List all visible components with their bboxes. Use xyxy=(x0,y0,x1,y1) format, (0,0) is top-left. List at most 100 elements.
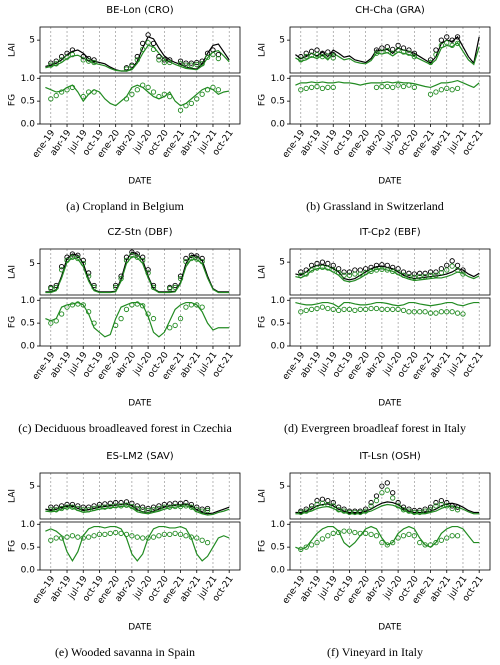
data-point xyxy=(352,307,358,313)
data-point xyxy=(357,509,363,516)
data-point xyxy=(156,533,162,539)
data-point xyxy=(460,267,466,273)
axes-frame xyxy=(289,521,491,571)
axes-frame xyxy=(39,26,241,74)
data-point xyxy=(390,539,396,546)
y-tick-label: 5 xyxy=(29,259,35,269)
data-point xyxy=(298,272,304,278)
data-point xyxy=(188,62,195,68)
data-point xyxy=(113,282,119,289)
axes-frame xyxy=(289,75,491,125)
data-point xyxy=(161,504,167,510)
data-point xyxy=(96,504,103,510)
data-point xyxy=(80,504,86,510)
plot-area xyxy=(295,258,480,283)
plot-area xyxy=(295,34,480,66)
data-point xyxy=(172,284,178,291)
data-point xyxy=(395,82,401,88)
data-point xyxy=(303,267,309,273)
plot-area xyxy=(45,301,230,338)
series-line xyxy=(295,35,480,65)
x-axis-label: DATE xyxy=(378,623,402,633)
data-point xyxy=(134,534,140,540)
data-point xyxy=(53,284,59,291)
axes-frame xyxy=(39,248,241,296)
data-point xyxy=(314,539,320,546)
data-point xyxy=(118,315,124,322)
data-point xyxy=(314,497,320,504)
data-point xyxy=(400,307,407,313)
plot-area xyxy=(45,82,230,113)
y-axis-label: LAI xyxy=(8,43,18,57)
data-point xyxy=(53,58,59,64)
data-point xyxy=(140,257,146,263)
y-tick-label: 0.5 xyxy=(21,319,35,329)
data-point xyxy=(438,537,445,543)
data-point xyxy=(411,274,417,280)
data-point xyxy=(325,305,331,312)
data-point xyxy=(303,506,309,512)
data-point xyxy=(422,506,428,512)
data-point xyxy=(188,302,195,308)
data-point xyxy=(123,306,130,313)
data-point xyxy=(444,267,450,273)
data-point xyxy=(75,252,81,258)
series-line xyxy=(45,44,230,72)
data-point xyxy=(330,306,336,313)
data-point xyxy=(53,507,59,513)
data-point xyxy=(335,507,342,513)
data-point xyxy=(91,89,97,95)
data-point xyxy=(91,503,97,509)
data-point xyxy=(449,37,455,43)
data-point xyxy=(438,266,445,272)
series-line xyxy=(45,301,230,338)
data-point xyxy=(352,271,358,277)
data-point xyxy=(80,53,86,60)
data-point xyxy=(91,57,97,63)
data-point xyxy=(199,58,205,64)
data-point xyxy=(314,305,320,312)
data-point xyxy=(449,258,455,264)
data-point xyxy=(303,307,309,313)
data-point xyxy=(438,497,445,504)
data-point xyxy=(172,322,178,329)
data-point xyxy=(330,503,336,509)
axes-frame xyxy=(39,472,241,520)
data-point xyxy=(319,264,326,271)
data-point xyxy=(118,499,124,506)
data-point xyxy=(140,507,146,513)
data-point xyxy=(183,60,189,66)
data-point xyxy=(406,508,412,514)
data-point xyxy=(188,252,195,258)
data-point xyxy=(395,47,401,53)
data-point xyxy=(53,504,59,510)
data-point xyxy=(373,50,380,56)
y-tick-label: 0.0 xyxy=(21,566,36,576)
data-point xyxy=(438,309,445,315)
data-point xyxy=(325,501,331,508)
data-point xyxy=(427,269,434,275)
data-point xyxy=(85,534,92,540)
data-point xyxy=(411,53,417,60)
data-point xyxy=(64,87,70,93)
data-point xyxy=(123,499,130,505)
data-point xyxy=(194,253,200,259)
data-point xyxy=(85,58,92,64)
data-point xyxy=(341,508,347,514)
data-point xyxy=(156,53,162,60)
data-point xyxy=(298,509,304,516)
data-point xyxy=(145,267,151,273)
data-point xyxy=(427,310,434,316)
panel: BE-Lon (CRO)5LAI0.00.51.0FGene-19abr-19j… xyxy=(8,5,241,213)
y-tick-label: 1.0 xyxy=(21,520,36,530)
data-point xyxy=(145,84,151,91)
data-point xyxy=(80,507,86,513)
data-point xyxy=(406,270,412,276)
data-point xyxy=(335,529,342,536)
data-point xyxy=(427,91,434,97)
panel-title: IT-Cp2 (EBF) xyxy=(359,227,420,238)
data-point xyxy=(357,267,363,273)
data-point xyxy=(411,84,417,91)
data-point xyxy=(204,539,211,546)
